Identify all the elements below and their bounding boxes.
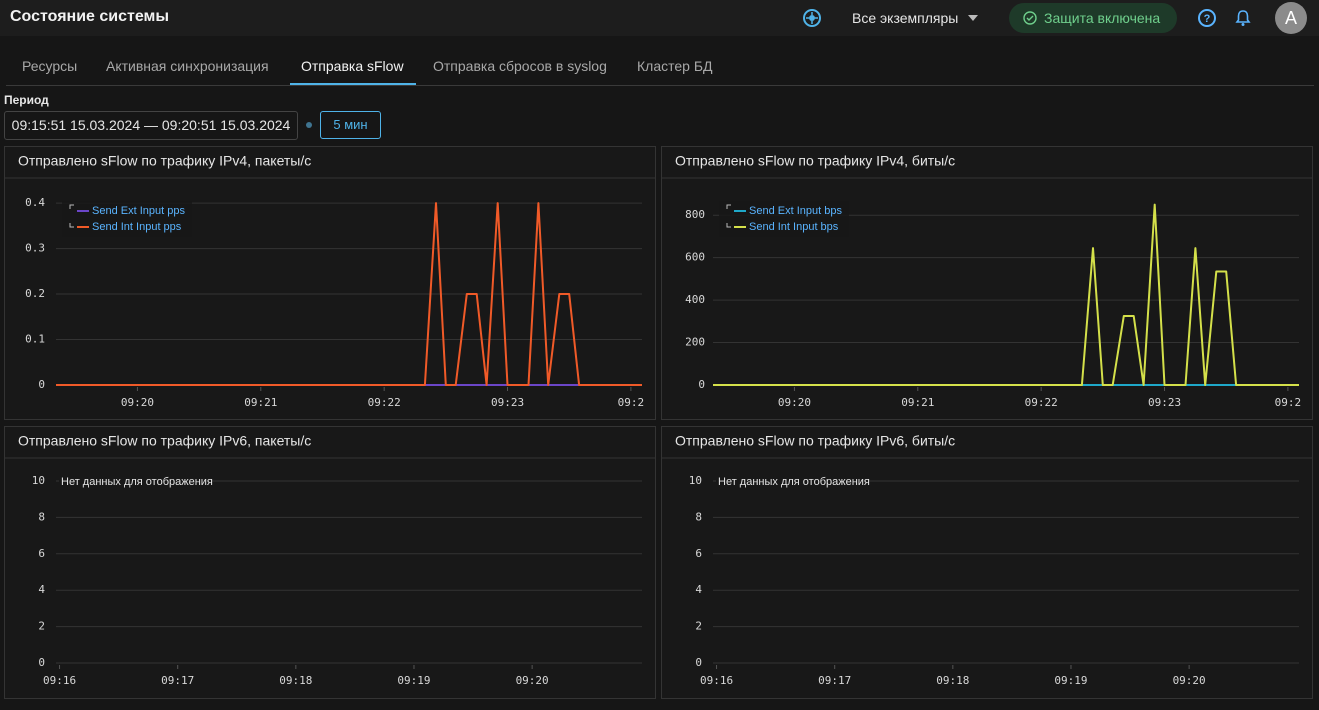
tab[interactable]: Отправка сбросов в syslog bbox=[433, 58, 607, 74]
y-tick-label: 0.2 bbox=[25, 287, 45, 300]
x-tick-label: 09:19 bbox=[1054, 674, 1087, 687]
chart-title: Отправлено sFlow по трафику IPv4, пакеты… bbox=[18, 153, 311, 169]
chart-title: Отправлено sFlow по трафику IPv6, пакеты… bbox=[18, 433, 311, 449]
svg-text:?: ? bbox=[1204, 13, 1211, 25]
y-tick-label: 2 bbox=[38, 620, 45, 633]
period-range[interactable]: 09:15:51 15.03.2024 — 09:20:51 15.03.202… bbox=[4, 111, 298, 140]
top-bar: Состояние системы Все экземпляры Защита … bbox=[0, 0, 1319, 36]
y-tick-label: 6 bbox=[38, 547, 45, 560]
tab[interactable]: Кластер БД bbox=[637, 58, 713, 74]
no-data-text: Нет данных для отображения bbox=[718, 476, 870, 488]
x-tick-label: 09:23 bbox=[1148, 396, 1181, 409]
x-tick-label: 09:2 bbox=[1275, 396, 1302, 409]
y-tick-label: 4 bbox=[38, 583, 45, 596]
legend-label: Send Int Input pps bbox=[92, 221, 182, 233]
y-tick-label: 10 bbox=[32, 474, 45, 487]
page-title: Состояние системы bbox=[10, 8, 169, 26]
y-tick-label: 8 bbox=[38, 510, 45, 523]
tabs: Ресурсы Активная синхронизация Отправка sF… bbox=[6, 45, 1314, 86]
protection-text: Защита включена bbox=[1044, 3, 1160, 33]
chart: Отправлено sFlow по трафику IPv6, пакеты… bbox=[5, 427, 655, 698]
chart-title: Отправлено sFlow по трафику IPv4, биты/с bbox=[675, 153, 955, 169]
x-tick-label: 09:18 bbox=[936, 674, 969, 687]
y-tick-label: 8 bbox=[695, 510, 702, 523]
y-tick-label: 0 bbox=[695, 656, 702, 669]
x-tick-label: 09:21 bbox=[244, 396, 277, 409]
help-icon[interactable]: ? bbox=[1197, 8, 1217, 28]
x-tick-label: 09:20 bbox=[1173, 674, 1206, 687]
legend-label: Send Ext Input bps bbox=[749, 205, 842, 217]
caret bbox=[968, 14, 978, 22]
instances-select[interactable]: Все экземпляры bbox=[852, 10, 958, 26]
x-tick-label: 09:17 bbox=[161, 674, 194, 687]
y-tick-label: 0.3 bbox=[25, 242, 45, 255]
x-tick-label: 09:23 bbox=[491, 396, 524, 409]
x-tick-label: 09:19 bbox=[397, 674, 430, 687]
avatar[interactable]: A bbox=[1275, 2, 1307, 34]
tab[interactable]: Ресурсы bbox=[22, 58, 77, 74]
chart-panel: Отправлено sFlow по трафику IPv4, пакеты… bbox=[4, 146, 656, 420]
y-tick-label: 0 bbox=[698, 378, 705, 391]
bell-icon[interactable] bbox=[1235, 9, 1251, 27]
x-tick-label: 09:22 bbox=[1025, 396, 1058, 409]
cluster-icon[interactable] bbox=[802, 8, 822, 28]
y-tick-label: 6 bbox=[695, 547, 702, 560]
chart-title: Отправлено sFlow по трафику IPv6, биты/с bbox=[675, 433, 955, 449]
chart-panel: Отправлено sFlow по трафику IPv4, биты/с… bbox=[661, 146, 1313, 420]
legend-label: Send Int Input bps bbox=[749, 221, 839, 233]
chart: Отправлено sFlow по трафику IPv4, пакеты… bbox=[5, 147, 655, 419]
y-tick-label: 200 bbox=[685, 336, 705, 349]
x-tick-label: 09:21 bbox=[901, 396, 934, 409]
x-tick-label: 09:18 bbox=[279, 674, 312, 687]
y-tick-label: 0.1 bbox=[25, 333, 45, 346]
chart: Отправлено sFlow по трафику IPv4, биты/с… bbox=[662, 147, 1312, 419]
check-icon bbox=[1023, 11, 1037, 25]
protection-status[interactable]: Защита включена bbox=[1009, 3, 1177, 33]
active-tab-indicator bbox=[290, 83, 416, 85]
separator-dot bbox=[306, 122, 312, 128]
period-button[interactable]: 5 мин bbox=[320, 111, 381, 139]
x-tick-label: 09:22 bbox=[368, 396, 401, 409]
x-tick-label: 09:16 bbox=[43, 674, 76, 687]
x-tick-label: 09:17 bbox=[818, 674, 851, 687]
chart-panel: Отправлено sFlow по трафику IPv6, пакеты… bbox=[4, 426, 656, 699]
y-tick-label: 600 bbox=[685, 251, 705, 264]
x-tick-label: 09:20 bbox=[778, 396, 811, 409]
x-tick-label: 09:20 bbox=[516, 674, 549, 687]
x-tick-label: 09:20 bbox=[121, 396, 154, 409]
y-tick-label: 10 bbox=[689, 474, 702, 487]
x-tick-label: 09:2 bbox=[618, 396, 645, 409]
legend-label: Send Ext Input pps bbox=[92, 205, 185, 217]
tab[interactable]: Отправка sFlow bbox=[301, 58, 404, 74]
chart: Отправлено sFlow по трафику IPv6, биты/с… bbox=[662, 427, 1312, 698]
x-tick-label: 09:16 bbox=[700, 674, 733, 687]
y-tick-label: 2 bbox=[695, 620, 702, 633]
y-tick-label: 800 bbox=[685, 208, 705, 221]
chart-panel: Отправлено sFlow по трафику IPv6, биты/с… bbox=[661, 426, 1313, 699]
y-tick-label: 0 bbox=[38, 656, 45, 669]
y-tick-label: 4 bbox=[695, 583, 702, 596]
y-tick-label: 400 bbox=[685, 293, 705, 306]
tab[interactable]: Активная синхронизация bbox=[106, 58, 269, 74]
no-data-text: Нет данных для отображения bbox=[61, 476, 213, 488]
period-label: Период bbox=[4, 93, 49, 107]
y-tick-label: 0.4 bbox=[25, 196, 45, 209]
y-tick-label: 0 bbox=[38, 378, 45, 391]
